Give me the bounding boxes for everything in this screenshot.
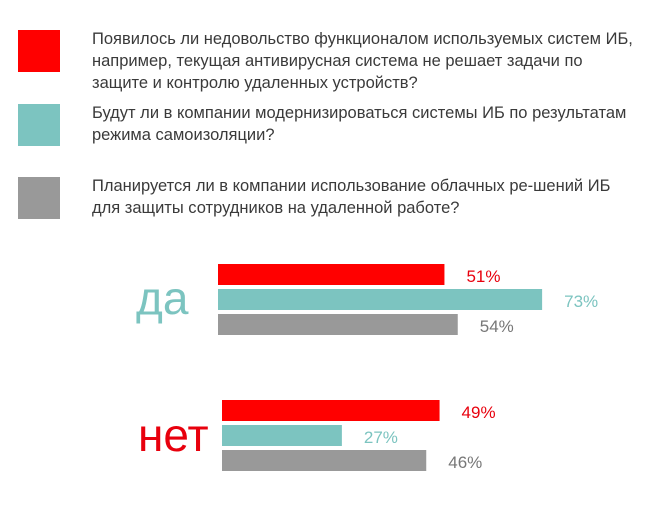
bar-no-series-2	[222, 425, 342, 446]
legend-item-modernization: Будут ли в компании модернизироваться си…	[18, 104, 638, 150]
data-label-yes-series-3: 54%	[480, 317, 514, 336]
category-label-yes: да	[136, 272, 189, 324]
legend-label: Появилось ли недовольство функционалом и…	[92, 30, 633, 92]
bar-yes-series-2	[218, 289, 543, 310]
legend-item-dissatisfaction: Появилось ли недовольство функционалом и…	[18, 30, 638, 100]
legend-swatch-gray	[18, 177, 60, 219]
data-label-no-series-2: 27%	[364, 428, 398, 447]
legend-item-cloud: Планируется ли в компании использование …	[18, 177, 638, 223]
legend-swatch-red	[18, 30, 60, 72]
bar-yes-series-3	[218, 314, 458, 335]
legend-swatch-teal	[18, 104, 60, 146]
data-label-yes-series-1: 51%	[466, 267, 500, 286]
legend-label: Планируется ли в компании использование …	[92, 177, 611, 217]
category-label-no: нет	[138, 409, 209, 461]
bar-no-series-3	[222, 450, 427, 471]
data-label-yes-series-2: 73%	[564, 292, 598, 311]
legend-label: Будут ли в компании модернизироваться си…	[92, 104, 627, 144]
bar-no-series-1	[222, 400, 440, 421]
bar-yes-series-1	[218, 264, 445, 285]
data-label-no-series-1: 49%	[462, 403, 496, 422]
data-label-no-series-3: 46%	[448, 453, 482, 472]
